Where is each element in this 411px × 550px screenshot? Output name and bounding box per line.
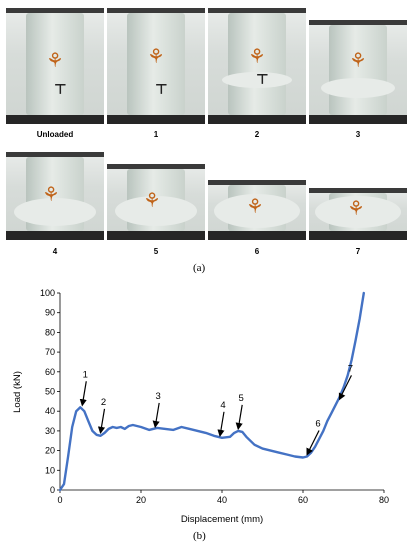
x-tick-label: 20 <box>136 495 146 505</box>
y-tick-label: 30 <box>45 426 55 436</box>
photo-stage-2: ⚘ ⊤ <box>208 8 306 124</box>
photo-label-4: 4 <box>52 247 58 256</box>
annotation-label: 6 <box>315 419 320 430</box>
marker-line: ⊤ <box>54 82 67 98</box>
fold-bulge <box>214 194 300 228</box>
fold-bulge <box>321 78 395 98</box>
specimen-tube <box>127 13 185 115</box>
top-plate <box>309 20 407 25</box>
annotation-arrow <box>79 381 87 407</box>
top-plate <box>208 8 306 13</box>
caption-b: (b) <box>193 530 206 542</box>
x-axis-label: Displacement (mm) <box>181 514 263 525</box>
annotation-arrow <box>306 430 320 456</box>
photo-stage-6: ⚘ <box>208 180 306 240</box>
top-plate <box>107 8 205 13</box>
y-tick-label: 40 <box>45 406 55 416</box>
photo-unloaded: ⚘ ⊤ <box>6 8 104 124</box>
bottom-plate <box>208 115 306 124</box>
y-tick-label: 80 <box>45 327 55 337</box>
marker-drawing: ⚘ <box>246 194 264 218</box>
y-tick-label: 50 <box>45 387 55 397</box>
caption-a: (a) <box>193 262 206 274</box>
photo-stage-5: ⚘ <box>107 164 205 240</box>
y-tick-label: 100 <box>40 288 55 298</box>
fold-bulge <box>14 198 96 226</box>
bottom-plate <box>6 231 104 240</box>
photo-label-7: 7 <box>355 247 361 256</box>
photo-label-unloaded: Unloaded <box>36 130 74 139</box>
photo-label-2: 2 <box>254 130 260 139</box>
x-tick-label: 60 <box>298 495 308 505</box>
annotation-arrow <box>338 375 352 401</box>
annotation-label: 7 <box>348 363 353 374</box>
y-axis-label: Load (kN) <box>12 371 23 413</box>
load-curve <box>58 291 365 492</box>
annotation-label: 5 <box>239 393 244 404</box>
y-tick-label: 90 <box>45 308 55 318</box>
bottom-plate <box>107 231 205 240</box>
marker-drawing: ⚘ <box>248 44 266 68</box>
photo-stage-1: ⚘ ⊤ <box>107 8 205 124</box>
marker-drawing: ⚘ <box>347 196 365 220</box>
photo-stage-4: ⚘ <box>6 152 104 240</box>
x-tick-label: 80 <box>379 495 389 505</box>
marker-line: ⊤ <box>256 72 269 88</box>
marker-drawing: ⚘ <box>46 48 64 72</box>
photo-label-1: 1 <box>153 130 159 139</box>
annotations: 1 2 3 4 5 6 7 <box>79 363 353 456</box>
axes: 0 10 20 30 40 50 60 70 80 90 100 0 20 40 60 80 <box>40 288 389 505</box>
photo-label-5: 5 <box>153 247 159 256</box>
fold-bulge <box>222 72 292 88</box>
specimen-tube <box>26 13 84 115</box>
bottom-plate <box>309 115 407 124</box>
x-tick-label: 40 <box>217 495 227 505</box>
bottom-plate <box>309 231 407 240</box>
y-tick-label: 10 <box>45 465 55 475</box>
specimen-tube <box>228 13 286 115</box>
fold-bulge <box>115 196 197 226</box>
annotation-arrow <box>97 408 106 435</box>
y-tick-label: 0 <box>50 485 55 495</box>
y-tick-label: 20 <box>45 446 55 456</box>
top-plate <box>208 180 306 185</box>
marker-line: ⊤ <box>155 82 168 98</box>
specimen-tube <box>329 25 387 115</box>
fold-bulge <box>315 196 401 228</box>
top-plate <box>6 8 104 13</box>
bottom-plate <box>107 115 205 124</box>
marker-drawing: ⚘ <box>147 44 165 68</box>
photo-stage-7: ⚘ <box>309 188 407 240</box>
annotation-arrow <box>152 402 160 429</box>
y-tick-label: 60 <box>45 367 55 377</box>
y-tick-label: 70 <box>45 347 55 357</box>
photo-label-3: 3 <box>355 130 361 139</box>
marker-drawing: ⚘ <box>42 182 60 206</box>
bottom-plate <box>6 115 104 124</box>
annotation-arrow <box>217 411 225 437</box>
photo-label-6: 6 <box>254 247 260 256</box>
annotation-label: 1 <box>83 369 88 380</box>
photo-stage-3: ⚘ <box>309 20 407 124</box>
marker-drawing: ⚘ <box>143 188 161 212</box>
annotation-label: 2 <box>101 397 106 408</box>
series-layer <box>58 291 365 492</box>
x-tick-label: 0 <box>57 495 62 505</box>
annotation-label: 3 <box>156 391 161 402</box>
top-plate <box>107 164 205 169</box>
marker-drawing: ⚘ <box>349 48 367 72</box>
bottom-plate <box>208 231 306 240</box>
annotation-label: 4 <box>220 400 225 411</box>
top-plate <box>309 188 407 193</box>
top-plate <box>6 152 104 157</box>
annotation-arrow <box>235 404 243 431</box>
